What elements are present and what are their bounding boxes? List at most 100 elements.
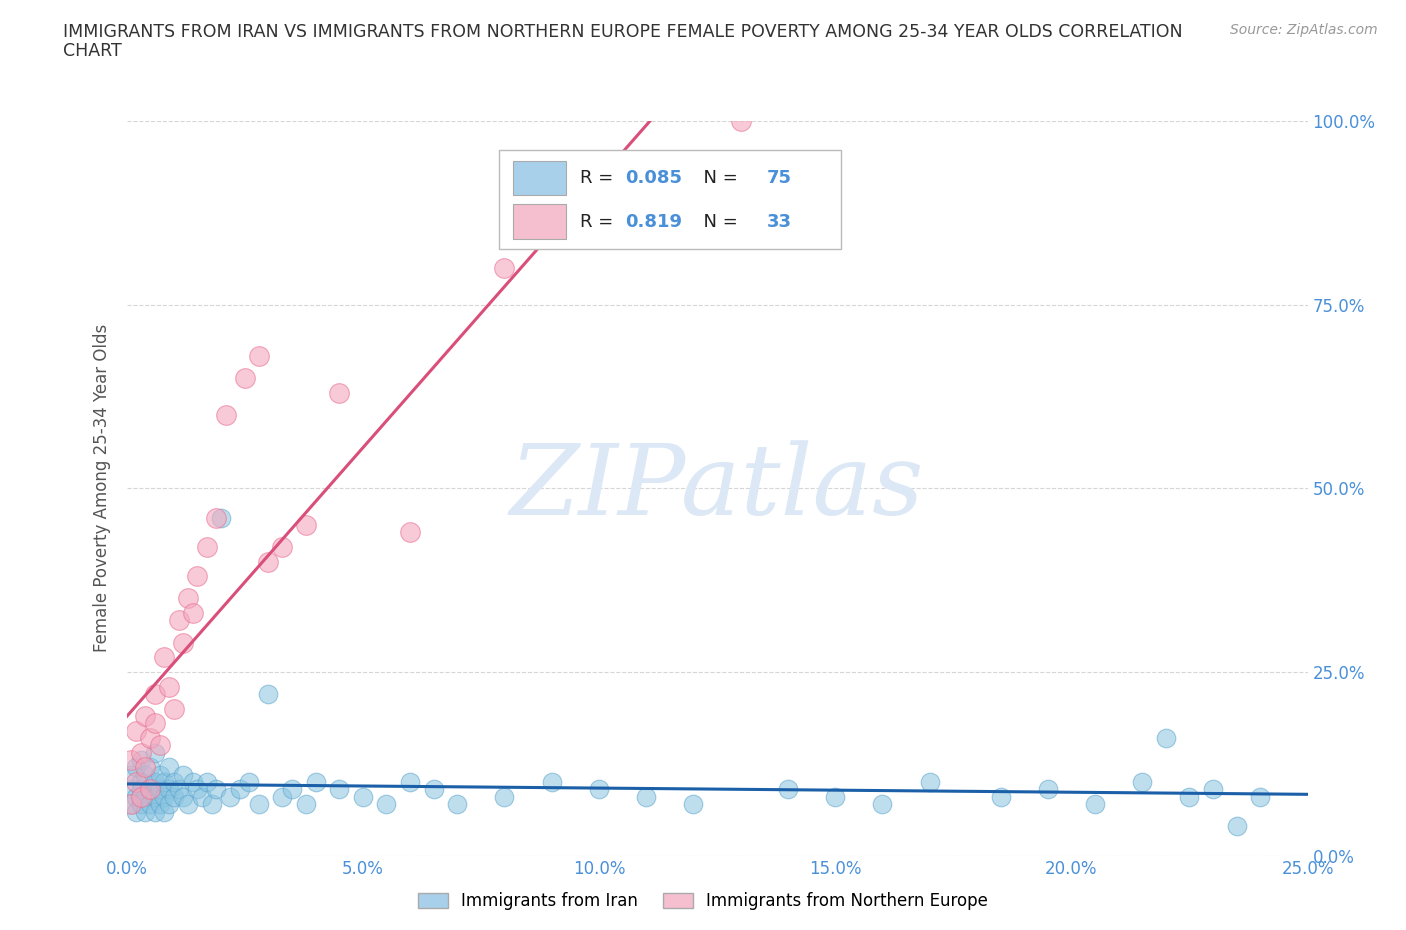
- Point: [271, 790, 294, 804]
- Point: [153, 804, 176, 819]
- Point: [990, 790, 1012, 804]
- Point: [186, 782, 208, 797]
- Point: [1130, 775, 1153, 790]
- Point: [247, 797, 270, 812]
- Point: [163, 775, 186, 790]
- Point: [776, 782, 799, 797]
- Point: [375, 797, 398, 812]
- Point: [167, 613, 190, 628]
- Point: [205, 782, 228, 797]
- Point: [134, 709, 156, 724]
- Point: [304, 775, 326, 790]
- Point: [1202, 782, 1225, 797]
- Point: [139, 782, 162, 797]
- Point: [195, 775, 218, 790]
- Point: [918, 775, 941, 790]
- Point: [143, 775, 166, 790]
- Point: [271, 539, 294, 554]
- Point: [120, 767, 142, 782]
- Point: [233, 370, 256, 385]
- Point: [328, 782, 350, 797]
- Point: [129, 782, 152, 797]
- Point: [129, 790, 152, 804]
- Point: [295, 517, 318, 532]
- Point: [129, 797, 152, 812]
- Point: [238, 775, 260, 790]
- Point: [157, 782, 180, 797]
- Point: [129, 752, 152, 767]
- Point: [149, 738, 172, 753]
- Point: [422, 782, 444, 797]
- Point: [157, 797, 180, 812]
- Point: [134, 790, 156, 804]
- Y-axis label: Female Poverty Among 25-34 Year Olds: Female Poverty Among 25-34 Year Olds: [93, 325, 111, 652]
- Point: [1249, 790, 1271, 804]
- FancyBboxPatch shape: [499, 151, 841, 249]
- Point: [139, 760, 162, 775]
- Point: [120, 797, 142, 812]
- Point: [125, 724, 148, 738]
- Point: [143, 745, 166, 760]
- Point: [1154, 731, 1177, 746]
- Point: [139, 797, 162, 812]
- Point: [153, 650, 176, 665]
- Point: [281, 782, 304, 797]
- Point: [257, 686, 280, 701]
- Point: [149, 767, 172, 782]
- Point: [134, 804, 156, 819]
- Legend: Immigrants from Iran, Immigrants from Northern Europe: Immigrants from Iran, Immigrants from No…: [411, 885, 995, 917]
- Bar: [513, 205, 565, 239]
- Point: [134, 760, 156, 775]
- Point: [1036, 782, 1059, 797]
- Point: [139, 782, 162, 797]
- Point: [257, 554, 280, 569]
- Text: N =: N =: [692, 169, 744, 187]
- Point: [163, 701, 186, 716]
- Point: [209, 511, 232, 525]
- Text: R =: R =: [581, 169, 619, 187]
- Point: [149, 797, 172, 812]
- Text: ZIPatlas: ZIPatlas: [510, 441, 924, 536]
- Point: [730, 113, 752, 128]
- Text: Source: ZipAtlas.com: Source: ZipAtlas.com: [1230, 23, 1378, 37]
- Point: [149, 782, 172, 797]
- Text: CHART: CHART: [63, 42, 122, 60]
- Point: [636, 790, 658, 804]
- Point: [399, 775, 422, 790]
- Point: [229, 782, 252, 797]
- Point: [143, 804, 166, 819]
- Point: [494, 260, 516, 275]
- Point: [215, 407, 238, 422]
- Point: [682, 797, 704, 812]
- Point: [120, 797, 142, 812]
- Point: [824, 790, 846, 804]
- Text: R =: R =: [581, 213, 619, 231]
- Point: [446, 797, 468, 812]
- Point: [1226, 818, 1249, 833]
- Point: [157, 679, 180, 694]
- Point: [153, 790, 176, 804]
- Point: [120, 752, 142, 767]
- Point: [181, 605, 204, 620]
- Point: [125, 790, 148, 804]
- Point: [139, 731, 162, 746]
- Point: [134, 767, 156, 782]
- Point: [399, 525, 422, 539]
- Point: [172, 790, 194, 804]
- Point: [143, 686, 166, 701]
- Point: [872, 797, 894, 812]
- Point: [588, 782, 610, 797]
- Point: [295, 797, 318, 812]
- Text: 75: 75: [766, 169, 792, 187]
- Point: [219, 790, 242, 804]
- Point: [191, 790, 214, 804]
- Point: [125, 804, 148, 819]
- Point: [1084, 797, 1107, 812]
- Point: [125, 760, 148, 775]
- Text: 33: 33: [766, 213, 792, 231]
- Point: [205, 511, 228, 525]
- Bar: [513, 161, 565, 195]
- Point: [200, 797, 222, 812]
- Point: [328, 385, 350, 400]
- Point: [143, 716, 166, 731]
